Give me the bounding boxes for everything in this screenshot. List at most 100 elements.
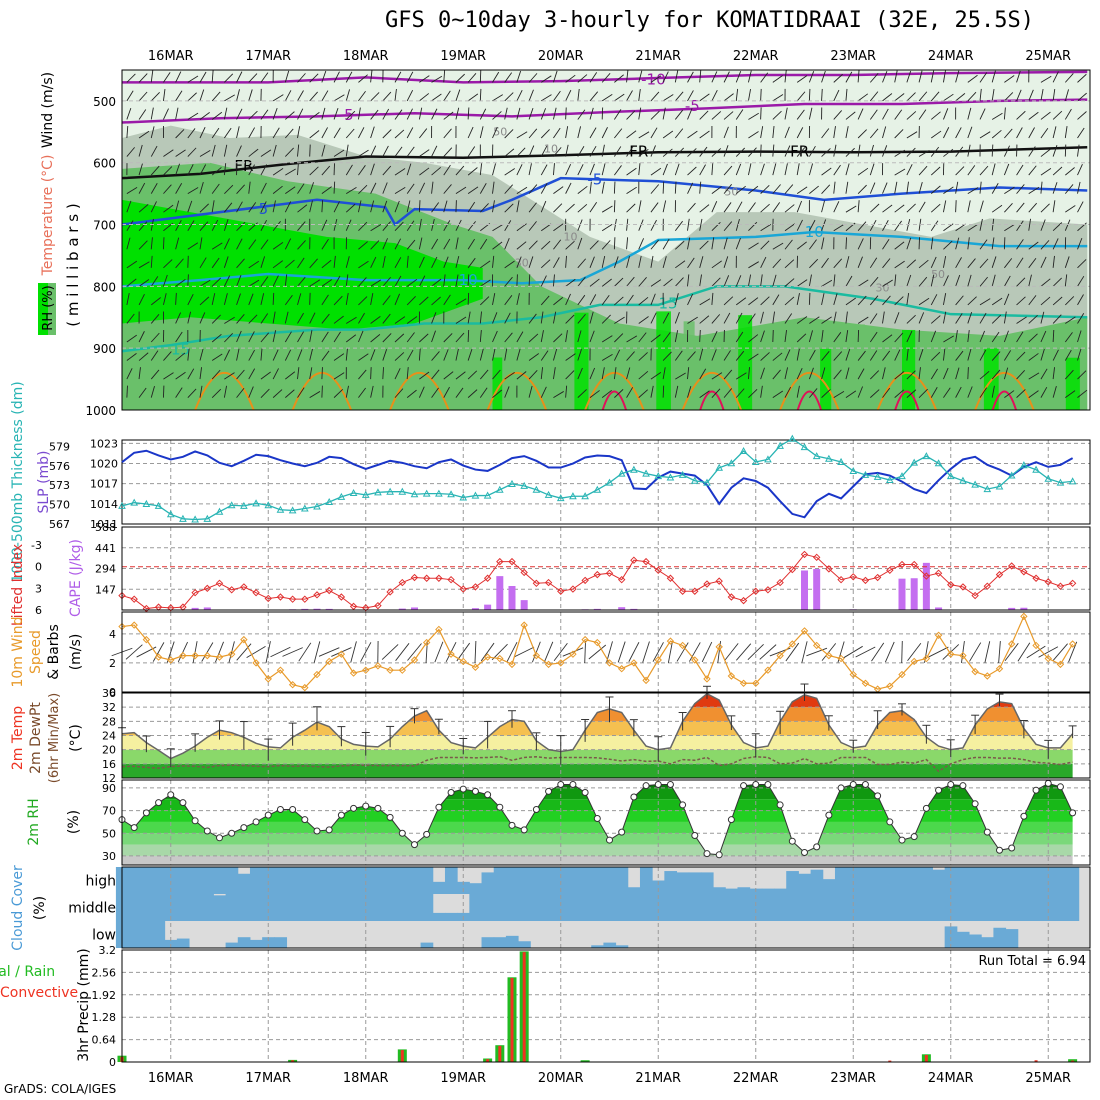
wind-barb <box>784 330 787 343</box>
wind-barb <box>553 257 560 269</box>
wind-barb <box>699 240 709 250</box>
wind-barb <box>601 294 610 306</box>
temp-axis-label-4: (°C) <box>68 724 84 752</box>
cloud-middle-bar <box>249 894 263 921</box>
wind-barb <box>431 351 440 361</box>
wind-barb <box>833 181 836 194</box>
lifted-index-point <box>630 556 638 564</box>
wind-barb <box>382 129 392 139</box>
wind-barb <box>516 256 522 268</box>
wind-barb <box>163 108 169 120</box>
wind-barb <box>467 329 470 343</box>
wind-barb <box>199 312 206 324</box>
wind-barb <box>1064 274 1068 287</box>
wind-barb <box>272 389 283 398</box>
wind-barb <box>943 127 950 139</box>
cloud-middle-bar <box>384 894 397 921</box>
wind-barb <box>543 641 554 663</box>
wind-barb <box>346 186 357 195</box>
wind-barb <box>723 184 732 194</box>
x-tick-top-18mar: 18MAR <box>343 49 389 64</box>
wind-barb <box>163 72 171 83</box>
wind-barb <box>577 146 585 157</box>
wind-barb <box>796 186 808 195</box>
cape-bar <box>301 608 309 610</box>
wind-barb <box>236 643 252 661</box>
wind-barb <box>150 107 154 120</box>
wind-barb <box>236 258 245 269</box>
wind-barb <box>638 255 642 268</box>
rh-point <box>398 829 406 837</box>
wind-barb <box>855 646 876 658</box>
temp-contour-warm <box>779 371 840 411</box>
wind-barb <box>845 181 849 194</box>
wind-barb <box>419 149 430 157</box>
wind-barb <box>431 202 440 213</box>
wind-barb <box>882 108 889 120</box>
thickness-point <box>300 504 309 512</box>
wind-barb <box>138 144 143 157</box>
wind-speed-point <box>752 679 760 687</box>
wind-barb <box>687 293 694 306</box>
wind-barb <box>979 387 988 398</box>
wind-barb <box>699 390 710 399</box>
wind-barb <box>418 237 423 250</box>
cloud-middle-bar <box>554 894 568 921</box>
wind-barb <box>370 385 374 398</box>
wind-barb <box>223 163 227 176</box>
wind-barb <box>991 144 994 157</box>
wind-barb <box>1040 148 1051 157</box>
rh-point <box>837 784 845 792</box>
cape-bar <box>471 608 479 610</box>
wind-speed-point <box>1032 641 1040 650</box>
lifted-index-point <box>398 578 407 587</box>
wind-barb <box>772 242 784 250</box>
wind-barb <box>492 255 495 268</box>
wind-speed-point <box>313 670 321 679</box>
wind-barb <box>821 330 824 343</box>
contour-label: FR <box>234 157 253 175</box>
wind-barb <box>333 353 345 361</box>
wind-barb <box>565 107 567 120</box>
rh-point <box>252 818 260 826</box>
cloud-high-bar <box>189 867 202 894</box>
wind-barb <box>540 259 551 269</box>
cloud-high-bar <box>834 867 848 894</box>
x-tick-top-24mar: 24MAR <box>928 49 974 64</box>
wind-barb <box>577 88 580 101</box>
wind-barb <box>650 385 654 398</box>
wind-barb <box>491 643 508 661</box>
wind-barb <box>516 274 518 287</box>
wind-barb <box>528 274 531 287</box>
wind-barb <box>504 148 515 157</box>
wind-barb <box>357 107 361 120</box>
wind-barb <box>735 163 742 176</box>
wind-barb <box>979 239 988 250</box>
temp-contour-hot <box>894 390 920 411</box>
thickness-point <box>727 459 736 467</box>
wind-barb <box>821 293 825 306</box>
wind-barb <box>942 293 947 305</box>
wind-barb <box>796 333 807 343</box>
wind-barb <box>845 147 855 157</box>
wind-barb <box>735 71 742 83</box>
wind-barb <box>871 642 885 662</box>
wind-barb <box>601 255 606 268</box>
wind-speed-point <box>739 679 748 687</box>
rh-point <box>374 804 382 812</box>
wind-speed-point <box>362 666 370 674</box>
wind-barb <box>882 350 891 361</box>
wind-barb <box>565 314 575 324</box>
wind-barb <box>601 73 611 83</box>
wind-barb <box>955 70 960 83</box>
lifted-index-point <box>812 553 821 562</box>
wind-speed-point <box>898 670 906 679</box>
cloud-high-bar <box>286 867 300 894</box>
wind-barb <box>589 201 598 213</box>
wind-barb <box>297 221 306 232</box>
wind-barb <box>1016 127 1023 139</box>
wind-barb <box>601 181 605 194</box>
wind-barb <box>1077 294 1084 306</box>
wind-barb <box>455 186 467 195</box>
wind-barb <box>613 256 619 268</box>
